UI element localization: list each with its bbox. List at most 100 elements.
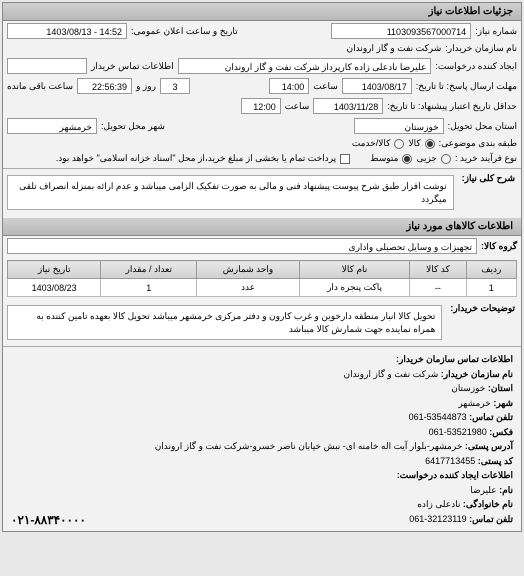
row-goods-note: توضیحات خریدار: تحویل کالا انبار منطقه د… bbox=[3, 301, 521, 344]
deadline-time: 14:00 bbox=[269, 78, 309, 94]
goods-header: اطلاعات کالاهای مورد نیاز bbox=[3, 218, 521, 236]
deadline-time-label: ساعت bbox=[313, 81, 338, 92]
row-location: استان محل تحویل: خوزستان شهر محل تحویل: … bbox=[3, 116, 521, 136]
buyer-contact-label: اطلاعات تماس خریدار bbox=[91, 61, 174, 72]
proc-label: نوع فرآیند خرید : bbox=[455, 153, 517, 164]
buyer-value: شرکت نفت و گاز اروندان bbox=[346, 43, 441, 54]
ctel-value: 32123119-061 bbox=[409, 514, 466, 524]
valid-date: 1403/11/28 bbox=[313, 98, 383, 114]
goods-note-label: توضیحات خریدار: bbox=[446, 301, 521, 344]
row-validity: حداقل تاریخ اعتبار پیشنهاد: تا تاریخ: 14… bbox=[3, 96, 521, 116]
ccity-value: خرمشهر bbox=[458, 398, 491, 408]
radio-kala[interactable]: کالا bbox=[408, 138, 434, 149]
cell-qty: 1 bbox=[101, 279, 197, 297]
row-proc: نوع فرآیند خرید : جزیی متوسط پرداخت تمام… bbox=[3, 151, 521, 166]
radio-minor-label: جزیی bbox=[416, 153, 437, 164]
name-value: علیرضا bbox=[470, 485, 496, 495]
org-value: شرکت نفت و گاز اروندان bbox=[343, 369, 438, 379]
province-value: خوزستان bbox=[354, 118, 444, 134]
col-name: نام کالا bbox=[299, 261, 409, 279]
treasury-note: پرداخت تمام یا بخشی از مبلغ خرید،از محل … bbox=[56, 153, 336, 164]
lname-value: نادعلی زاده bbox=[417, 499, 460, 509]
fax-value: 53521980-061 bbox=[429, 427, 487, 437]
row-desc: شرح کلی نیاز: نوشت افزار طبق شرح پیوست پ… bbox=[3, 171, 521, 214]
col-date: تاریخ نیاز bbox=[8, 261, 101, 279]
radio-dot-kala bbox=[425, 139, 435, 149]
goods-note-text: تحویل کالا انبار منطقه دارخوین و غرب کار… bbox=[7, 305, 442, 340]
city-label: شهر محل تحویل: bbox=[101, 121, 165, 132]
req-no-label: شماره نیاز: bbox=[475, 26, 517, 37]
panel-title: جزئیات اطلاعات نیاز bbox=[3, 3, 521, 21]
tel-label: تلفن تماس: bbox=[469, 412, 513, 422]
table-row: 1 -- پاکت پنجره دار عدد 1 1403/08/23 bbox=[8, 279, 517, 297]
row-category: طبقه بندی موضوعی: کالا کالا/خدمت bbox=[3, 136, 521, 151]
radio-dot-minor bbox=[441, 154, 451, 164]
lname-label: نام خانوادگی: bbox=[463, 499, 513, 509]
province-label: استان محل تحویل: bbox=[448, 121, 517, 132]
remain-days-label: روز و bbox=[136, 81, 156, 92]
ctel-label: تلفن تماس: bbox=[469, 514, 513, 524]
valid-time: 12:00 bbox=[241, 98, 281, 114]
radio-dot-kala-service bbox=[394, 139, 404, 149]
row-req-ann: شماره نیاز: 1103093567000714 تاریخ و ساع… bbox=[3, 21, 521, 41]
radio-medium[interactable]: متوسط bbox=[370, 153, 412, 164]
row-buyer: نام سازمان خریدار: شرکت نفت و گاز اروندا… bbox=[3, 41, 521, 56]
cell-date: 1403/08/23 bbox=[8, 279, 101, 297]
name-label: نام: bbox=[499, 485, 513, 495]
creator-header: اطلاعات ایجاد کننده درخواست: bbox=[102, 469, 513, 483]
goods-table: ردیف کد کالا نام کالا واحد شمارش تعداد /… bbox=[7, 260, 517, 297]
cell-name: پاکت پنجره دار bbox=[299, 279, 409, 297]
addr-label: آدرس پستی: bbox=[465, 441, 513, 451]
row-goods-group: گروه کالا: تجهیزات و وسایل تحصیلی واداری bbox=[3, 236, 521, 256]
cell-row: 1 bbox=[466, 279, 516, 297]
cell-unit: عدد bbox=[197, 279, 300, 297]
remain-days: 3 bbox=[160, 78, 190, 94]
city-value: خرمشهر bbox=[7, 118, 97, 134]
desc-text: نوشت افزار طبق شرح پیوست پیشنهاد فنی و م… bbox=[7, 175, 454, 210]
prov-value: خوزستان bbox=[451, 383, 485, 393]
row-creator: ایجاد کننده درخواست: علیرضا نادعلی زاده … bbox=[3, 56, 521, 76]
row-deadline: مهلت ارسال پاسخ: تا تاریخ: 1403/08/17 سا… bbox=[3, 76, 521, 96]
org-label: نام سازمان خریدار: bbox=[441, 369, 513, 379]
side-phone: ۰۲۱-۸۸۳۴۰۰۰۰ bbox=[11, 513, 86, 527]
contact-header: اطلاعات تماس سازمان خریدار: bbox=[102, 353, 513, 367]
col-qty: تعداد / مقدار bbox=[101, 261, 197, 279]
post-label: کد پستی: bbox=[478, 456, 513, 466]
valid-label: حداقل تاریخ اعتبار پیشنهاد: تا تاریخ: bbox=[387, 101, 517, 112]
col-row: ردیف bbox=[466, 261, 516, 279]
creator-label: ایجاد کننده درخواست: bbox=[435, 61, 517, 72]
col-code: کد کالا bbox=[410, 261, 466, 279]
ccity-label: شهر: bbox=[493, 398, 513, 408]
radio-kala-label: کالا bbox=[408, 138, 420, 149]
prov-label: استان: bbox=[488, 383, 513, 393]
deadline-date: 1403/08/17 bbox=[342, 78, 412, 94]
col-unit: واحد شمارش bbox=[197, 261, 300, 279]
post-value: 6417713455 bbox=[425, 456, 475, 466]
goods-group-value: تجهیزات و وسایل تحصیلی واداری bbox=[7, 238, 477, 254]
buyer-contact-value bbox=[7, 58, 87, 74]
tel-value: 53544873-061 bbox=[409, 412, 467, 422]
goods-table-header: ردیف کد کالا نام کالا واحد شمارش تعداد /… bbox=[8, 261, 517, 279]
radio-kala-service-label: کالا/خدمت bbox=[352, 138, 391, 149]
treasury-checkbox[interactable] bbox=[340, 154, 350, 164]
deadline-label: مهلت ارسال پاسخ: تا تاریخ: bbox=[416, 81, 517, 92]
desc-label: شرح کلی نیاز: bbox=[458, 171, 521, 214]
remain-time-label: ساعت باقی مانده bbox=[7, 81, 73, 92]
fax-label: فکس: bbox=[489, 427, 513, 437]
valid-time-label: ساعت bbox=[285, 101, 310, 112]
group-label: طبقه بندی موضوعی: bbox=[439, 138, 517, 149]
radio-minor[interactable]: جزیی bbox=[416, 153, 451, 164]
goods-group-label: گروه کالا: bbox=[481, 241, 517, 252]
radio-kala-service[interactable]: کالا/خدمت bbox=[352, 138, 405, 149]
req-no-value: 1103093567000714 bbox=[331, 23, 471, 39]
radio-medium-label: متوسط bbox=[370, 153, 398, 164]
creator-value: علیرضا نادعلی زاده کارپرداز شرکت نفت و گ… bbox=[178, 58, 432, 74]
main-panel: جزئیات اطلاعات نیاز شماره نیاز: 11030935… bbox=[2, 2, 522, 532]
addr-value: خرمشهر-بلوار آیت اله خامنه ای- نبش خیابا… bbox=[155, 441, 463, 451]
ann-date-value: 14:52 - 1403/08/13 bbox=[7, 23, 127, 39]
ann-date-label: تاریخ و ساعت اعلان عمومی: bbox=[131, 26, 238, 37]
remain-time: 22:56:39 bbox=[77, 78, 132, 94]
radio-dot-medium bbox=[402, 154, 412, 164]
cell-code: -- bbox=[410, 279, 466, 297]
contact-block: اطلاعات تماس سازمان خریدار: نام سازمان خ… bbox=[94, 349, 521, 531]
